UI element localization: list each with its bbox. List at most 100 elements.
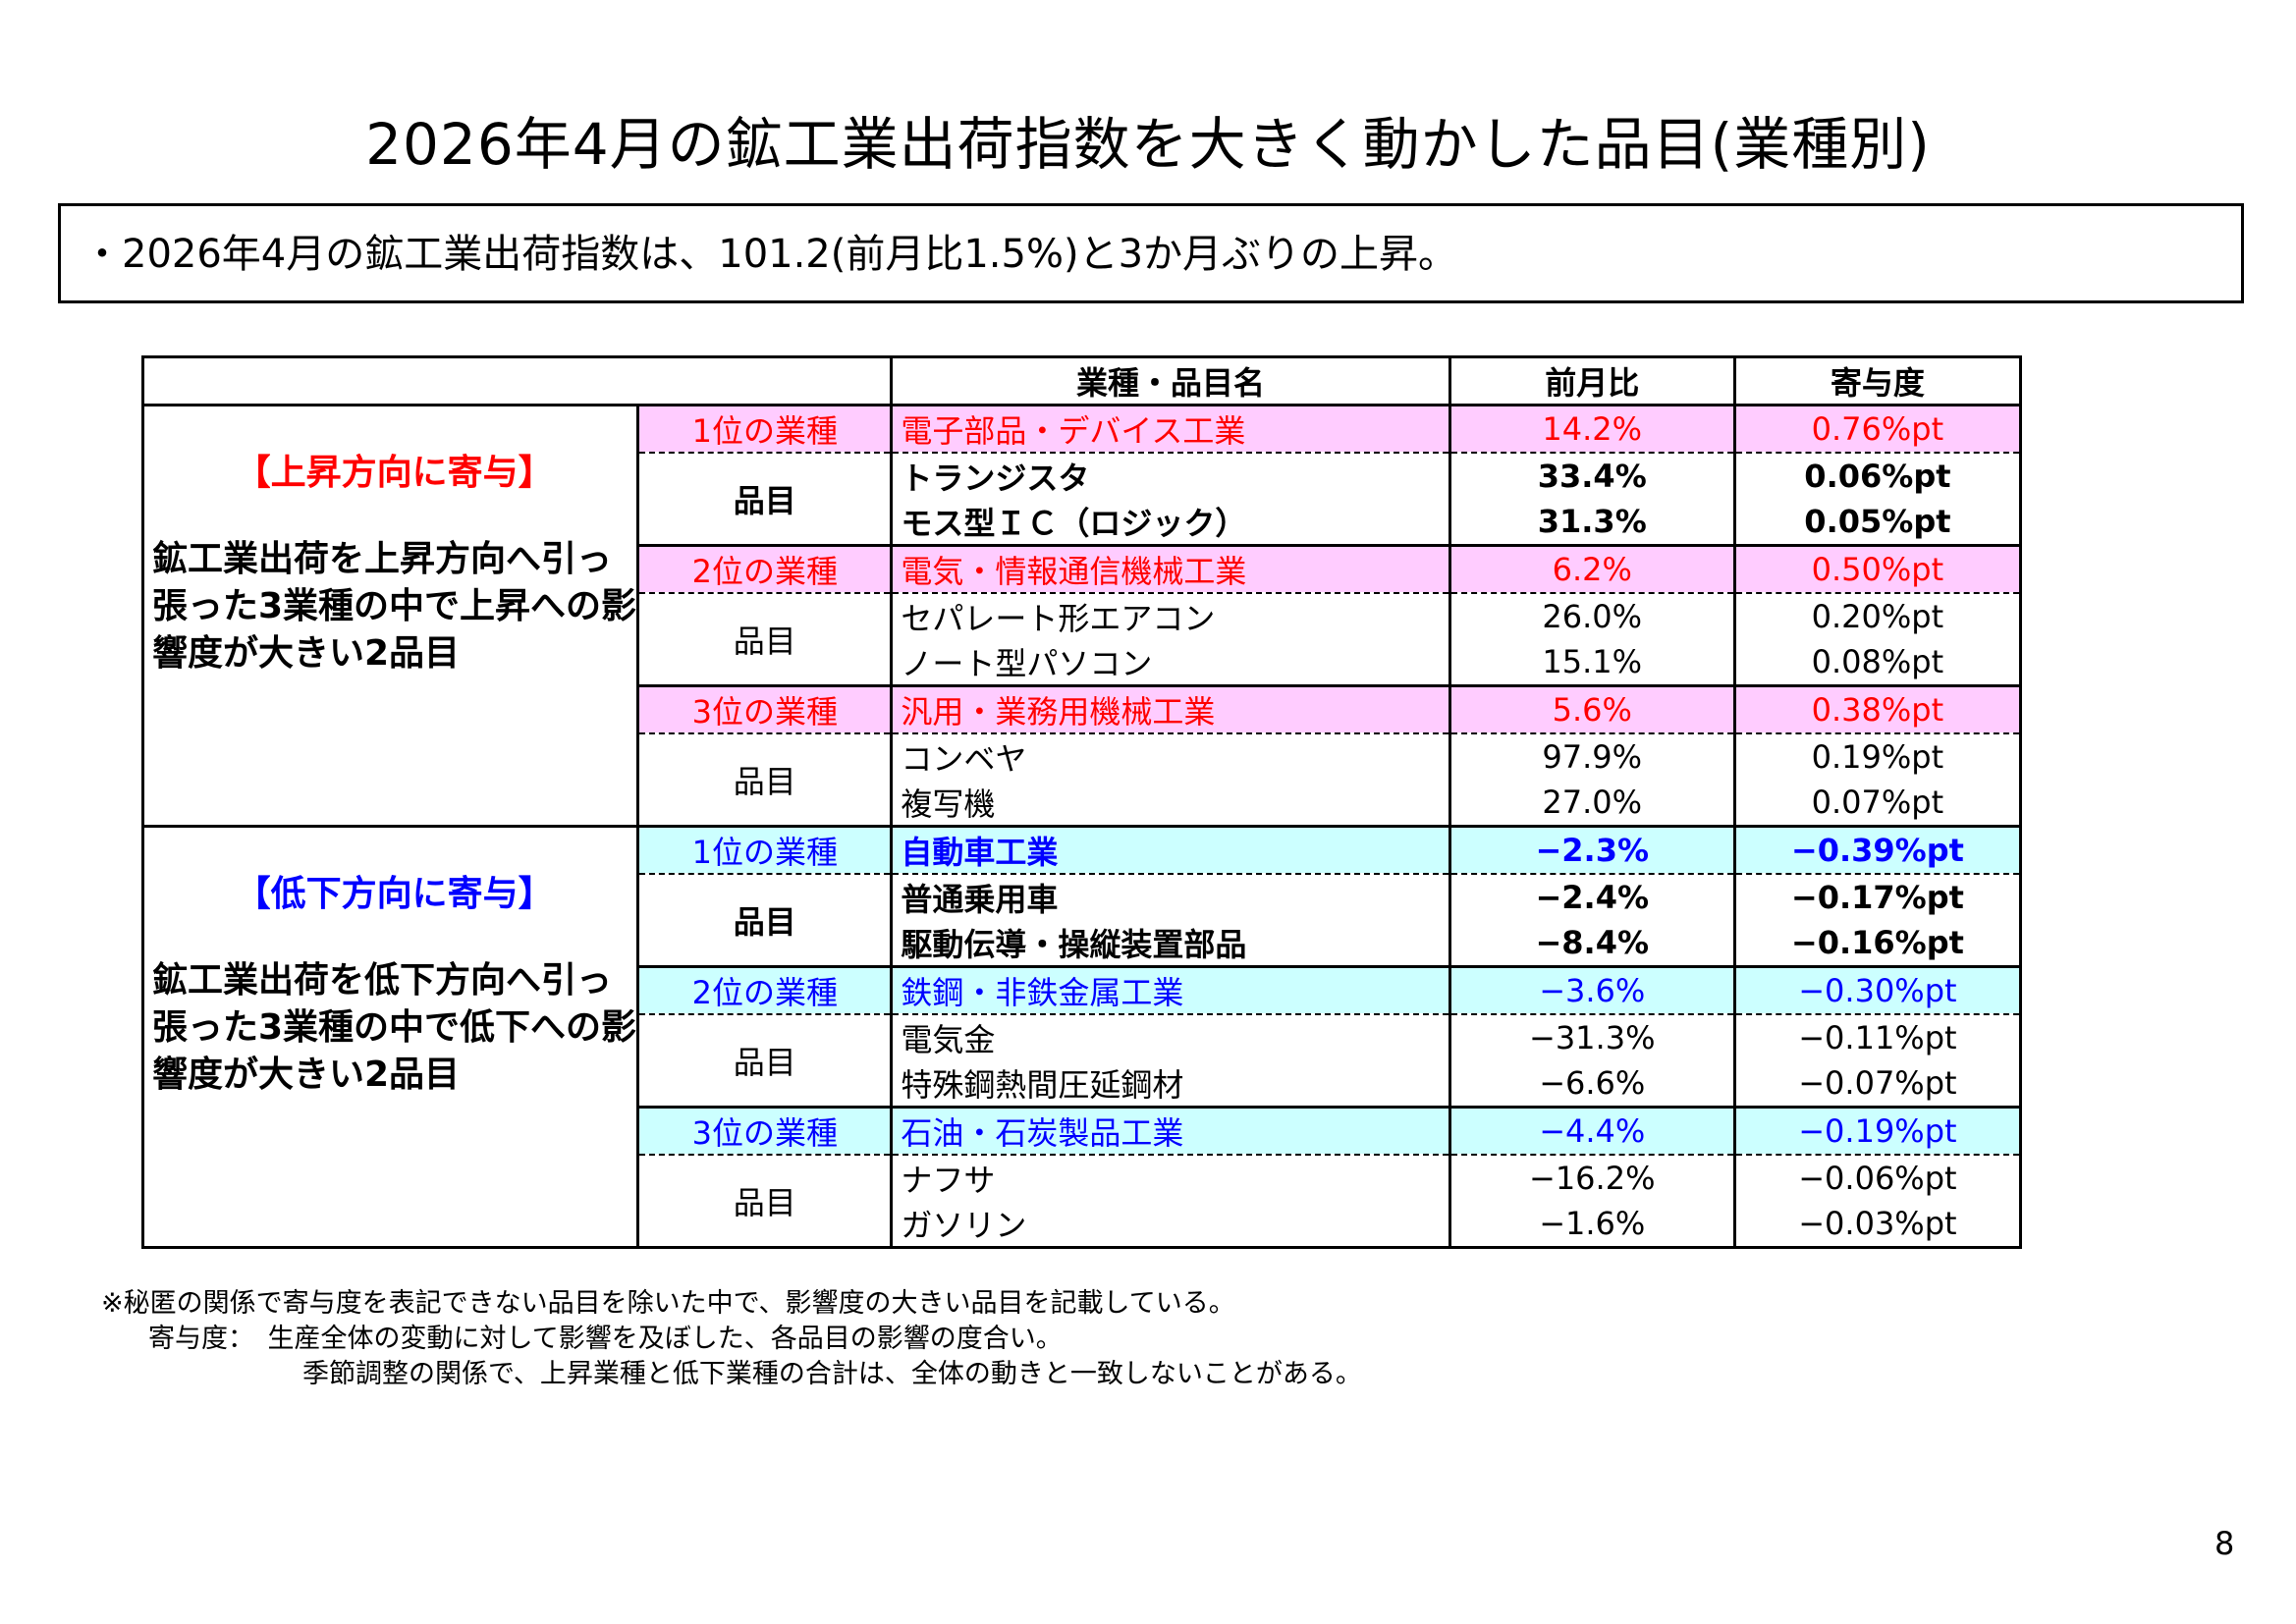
table-row: 【上昇方向に寄与】 鉱工業出荷を上昇方向へ引っ張った3業種の中で上昇への影響度が…: [140, 404, 2023, 828]
industry-contrib: −0.39%pt: [1732, 825, 2023, 875]
item-contrib: 0.19%pt: [1732, 732, 2023, 780]
item-mom: 31.3%: [1448, 499, 1736, 547]
up-section-label: 【上昇方向に寄与】 鉱工業出荷を上昇方向へ引っ張った3業種の中で上昇への影響度が…: [140, 404, 640, 828]
item-name: 複写機: [890, 780, 1451, 828]
item-name: ナフサ: [890, 1154, 1451, 1201]
summary-box: ・2026年4月の鉱工業出荷指数は、101.2(前月比1.5%)と3か月ぶりの上…: [58, 203, 2244, 303]
item-mom: 26.0%: [1448, 592, 1736, 639]
rank-label: 2位の業種: [636, 965, 894, 1015]
table-row: モス型ＩＣ（ロジック） 31.3% 0.05%pt: [143, 499, 2023, 547]
item-mom: −6.6%: [1448, 1060, 1736, 1109]
items-label: 品目: [636, 1013, 894, 1109]
down-section-label: 【低下方向に寄与】 鉱工業出荷を低下方向へ引っ張った3業種の中で低下への影響度が…: [140, 825, 640, 1249]
item-mom: −8.4%: [1448, 920, 1736, 968]
item-mom: 97.9%: [1448, 732, 1736, 780]
industry-contrib: 0.50%pt: [1732, 544, 2023, 594]
item-name: セパレート形エアコン: [890, 592, 1451, 639]
item-contrib: −0.17%pt: [1732, 873, 2023, 920]
table-row: 駆動伝導・操縦装置部品 −8.4% −0.16%pt: [143, 920, 2023, 968]
item-mom: −2.4%: [1448, 873, 1736, 920]
header-blank: [140, 355, 894, 406]
table-row: ノート型パソコン 15.1% 0.08%pt: [143, 639, 2023, 687]
table-row: 2位の業種 鉄鋼・非鉄金属工業 −3.6% −0.30%pt: [143, 965, 2023, 1015]
up-section-heading: 【上昇方向に寄与】: [235, 453, 554, 493]
item-contrib: 0.05%pt: [1732, 499, 2023, 547]
industry-name: 電気・情報通信機械工業: [890, 544, 1451, 594]
industry-contrib: −0.19%pt: [1732, 1106, 2023, 1156]
industry-contrib: −0.30%pt: [1732, 965, 2023, 1015]
table-row: 品目 コンベヤ 97.9% 0.19%pt: [143, 732, 2023, 828]
item-contrib: 0.07%pt: [1732, 780, 2023, 828]
page-title: 2026年4月の鉱工業出荷指数を大きく動かした品目(業種別): [365, 111, 1931, 178]
table-row: 特殊鋼熱間圧延鋼材 −6.6% −0.07%pt: [143, 1060, 2023, 1109]
up-section-description: 鉱工業出荷を上昇方向へ引っ張った3業種の中で上昇への影響度が大きい2品目: [152, 539, 637, 674]
rank-label: 3位の業種: [636, 684, 894, 734]
table-row: 3位の業種 石油・石炭製品工業 −4.4% −0.19%pt: [143, 1106, 2023, 1156]
table-row: 【低下方向に寄与】 鉱工業出荷を低下方向へ引っ張った3業種の中で低下への影響度が…: [140, 825, 2023, 1249]
item-contrib: 0.20%pt: [1732, 592, 2023, 639]
industry-mom: 5.6%: [1448, 684, 1736, 734]
table-row: ガソリン −1.6% −0.03%pt: [143, 1201, 2023, 1249]
item-mom: −16.2%: [1448, 1154, 1736, 1201]
items-label: 品目: [636, 1154, 894, 1249]
industry-mom: −3.6%: [1448, 965, 1736, 1015]
item-name: 普通乗用車: [890, 873, 1451, 920]
table-row: 品目 普通乗用車 −2.4% −0.17%pt: [143, 873, 2023, 968]
industry-mom: −2.3%: [1448, 825, 1736, 875]
industry-mom: 6.2%: [1448, 544, 1736, 594]
rank-label: 1位の業種: [636, 825, 894, 875]
table-row: 3位の業種 汎用・業務用機械工業 5.6% 0.38%pt: [143, 684, 2023, 734]
items-label: 品目: [636, 452, 894, 547]
item-name: 駆動伝導・操縦装置部品: [890, 920, 1451, 968]
down-section-description: 鉱工業出荷を低下方向へ引っ張った3業種の中で低下への影響度が大きい2品目: [152, 960, 637, 1095]
item-contrib: −0.07%pt: [1732, 1060, 2023, 1109]
item-name: トランジスタ: [890, 452, 1451, 499]
industry-name: 汎用・業務用機械工業: [890, 684, 1451, 734]
footnotes: ※秘匿の関係で寄与度を表記できない品目を除いた中で、影響度の大きい品目を記載して…: [101, 1286, 1362, 1392]
industry-name: 鉄鋼・非鉄金属工業: [890, 965, 1451, 1015]
item-name: 電気金: [890, 1013, 1451, 1060]
item-contrib: −0.11%pt: [1732, 1013, 2023, 1060]
item-mom: −1.6%: [1448, 1201, 1736, 1249]
item-name: コンベヤ: [890, 732, 1451, 780]
footnote-line: 季節調整の関係で、上昇業種と低下業種の合計は、全体の動きと一致しないことがある。: [302, 1359, 1362, 1389]
header-contrib: 寄与度: [1732, 355, 2023, 406]
table-row: 品目 セパレート形エアコン 26.0% 0.20%pt: [143, 592, 2023, 687]
item-contrib: 0.06%pt: [1732, 452, 2023, 499]
header-mom: 前月比: [1448, 355, 1736, 406]
rank-label: 2位の業種: [636, 544, 894, 594]
item-contrib: −0.06%pt: [1732, 1154, 2023, 1201]
items-label: 品目: [636, 873, 894, 968]
rank-label: 3位の業種: [636, 1106, 894, 1156]
item-name: ノート型パソコン: [890, 639, 1451, 687]
down-section-heading: 【低下方向に寄与】: [235, 874, 554, 914]
item-contrib: −0.16%pt: [1732, 920, 2023, 968]
footnote-line: ※秘匿の関係で寄与度を表記できない品目を除いた中で、影響度の大きい品目を記載して…: [101, 1288, 1235, 1319]
table-row: 品目 トランジスタ 33.4% 0.06%pt: [143, 452, 2023, 547]
item-contrib: 0.08%pt: [1732, 639, 2023, 687]
item-mom: 15.1%: [1448, 639, 1736, 687]
table-header-row: 業種・品目名 前月比 寄与度: [140, 355, 2023, 406]
industry-mom: −4.4%: [1448, 1106, 1736, 1156]
industry-name: 電子部品・デバイス工業: [890, 404, 1451, 454]
industry-contrib: 0.38%pt: [1732, 684, 2023, 734]
item-name: モス型ＩＣ（ロジック）: [890, 499, 1451, 547]
footnote-line: 寄与度： 生産全体の変動に対して影響を及ぼした、各品目の影響の度合い。: [148, 1324, 1063, 1354]
contribution-table: 業種・品目名 前月比 寄与度 【上昇方向に寄与】 鉱工業出荷を上昇方向へ引っ張っ…: [140, 355, 2023, 1249]
table-row: 品目 ナフサ −16.2% −0.06%pt: [143, 1154, 2023, 1249]
item-mom: 27.0%: [1448, 780, 1736, 828]
table-row: 品目 電気金 −31.3% −0.11%pt: [143, 1013, 2023, 1109]
item-name: ガソリン: [890, 1201, 1451, 1249]
page-number: 8: [2214, 1525, 2235, 1562]
industry-name: 石油・石炭製品工業: [890, 1106, 1451, 1156]
industry-contrib: 0.76%pt: [1732, 404, 2023, 454]
items-label: 品目: [636, 732, 894, 828]
item-mom: −31.3%: [1448, 1013, 1736, 1060]
industry-mom: 14.2%: [1448, 404, 1736, 454]
header-name: 業種・品目名: [890, 355, 1451, 406]
item-contrib: −0.03%pt: [1732, 1201, 2023, 1249]
table-row: 複写機 27.0% 0.07%pt: [143, 780, 2023, 828]
industry-name: 自動車工業: [890, 825, 1451, 875]
item-name: 特殊鋼熱間圧延鋼材: [890, 1060, 1451, 1109]
item-mom: 33.4%: [1448, 452, 1736, 499]
